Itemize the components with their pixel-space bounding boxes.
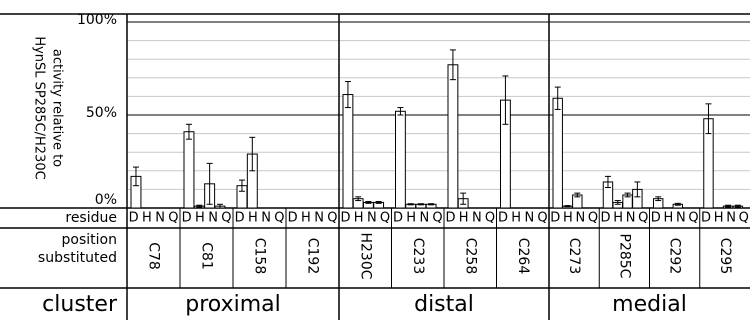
bar [342, 94, 354, 209]
residue-letter: N [155, 211, 165, 226]
residue-letter: H [511, 211, 521, 226]
residue-letter: H [563, 211, 573, 226]
residue-letter: Q [274, 211, 284, 226]
residue-letter: D [288, 211, 298, 226]
residue-letter: D [129, 211, 139, 226]
residue-letter: Q [327, 211, 337, 226]
residue-letter: D [182, 211, 192, 226]
position-label: C81 [199, 242, 215, 270]
y-tick-label: 50% [86, 105, 117, 121]
residue-letter: D [446, 211, 456, 226]
residue-letter: H [663, 211, 673, 226]
cluster-label: proximal [185, 292, 280, 317]
position-label: P285C [616, 234, 632, 279]
residue-letter: N [208, 211, 218, 226]
residue-letter: D [550, 211, 560, 226]
residue-letter: Q [485, 211, 495, 226]
y-axis-label: activity relative to [50, 49, 65, 167]
residue-letter: D [341, 211, 351, 226]
residue-letter: Q [432, 211, 442, 226]
cluster-label: medial [612, 292, 687, 317]
residue-letter: D [601, 211, 611, 226]
residue-letter: Q [537, 211, 547, 226]
residue-letter: Q [638, 211, 648, 226]
residue-letter: H [301, 211, 311, 226]
position-label: C292 [667, 238, 683, 275]
residue-letter: Q [168, 211, 178, 226]
cluster-row-label: cluster [42, 292, 118, 317]
position-label: C158 [252, 238, 268, 275]
residue-letter: H [248, 211, 258, 226]
residue-letter: N [472, 211, 482, 226]
residue-letter: Q [588, 211, 598, 226]
bar [552, 97, 563, 209]
bar [447, 64, 459, 209]
residue-letter: D [498, 211, 508, 226]
residue-letter: H [142, 211, 152, 226]
position-label: H230C [357, 232, 373, 279]
residue-letter: N [626, 211, 636, 226]
residue-letter: N [676, 211, 686, 226]
position-label: C78 [146, 242, 162, 270]
residue-row-label: residue [65, 210, 117, 226]
position-row-label: substituted [38, 250, 117, 266]
residue-letter: N [576, 211, 586, 226]
residue-letter: D [235, 211, 245, 226]
bar [395, 110, 406, 209]
residue-letter: Q [380, 211, 390, 226]
residue-letter: N [419, 211, 429, 226]
residue-letter: H [613, 211, 623, 226]
residue-letter: N [524, 211, 534, 226]
position-label: C273 [566, 238, 582, 275]
y-tick-label: 100% [77, 12, 117, 28]
cluster-label: distal [414, 292, 474, 317]
residue-letter: H [406, 211, 416, 226]
residue-letter: H [714, 211, 724, 226]
position-label: C258 [462, 238, 478, 275]
position-row-label: position [62, 232, 117, 248]
residue-letter: D [701, 211, 711, 226]
residue-letter: D [393, 211, 403, 226]
residue-letter: H [195, 211, 205, 226]
residue-letter: Q [739, 211, 749, 226]
residue-letter: N [726, 211, 736, 226]
position-label: C192 [305, 238, 321, 275]
residue-letter: Q [688, 211, 698, 226]
residue-letter: N [367, 211, 377, 226]
residue-letter: D [651, 211, 661, 226]
residue-letter: N [314, 211, 324, 226]
residue-letter: H [354, 211, 364, 226]
bar [183, 131, 195, 209]
residue-letter: N [261, 211, 271, 226]
y-tick-label: 0% [95, 192, 117, 208]
residue-letter: H [459, 211, 469, 226]
residue-letter: Q [221, 211, 231, 226]
position-label: C264 [515, 238, 531, 275]
position-label: C233 [410, 238, 426, 275]
position-label: C295 [717, 238, 733, 275]
y-axis-label: HynSL SP285C/H230C [32, 36, 47, 179]
